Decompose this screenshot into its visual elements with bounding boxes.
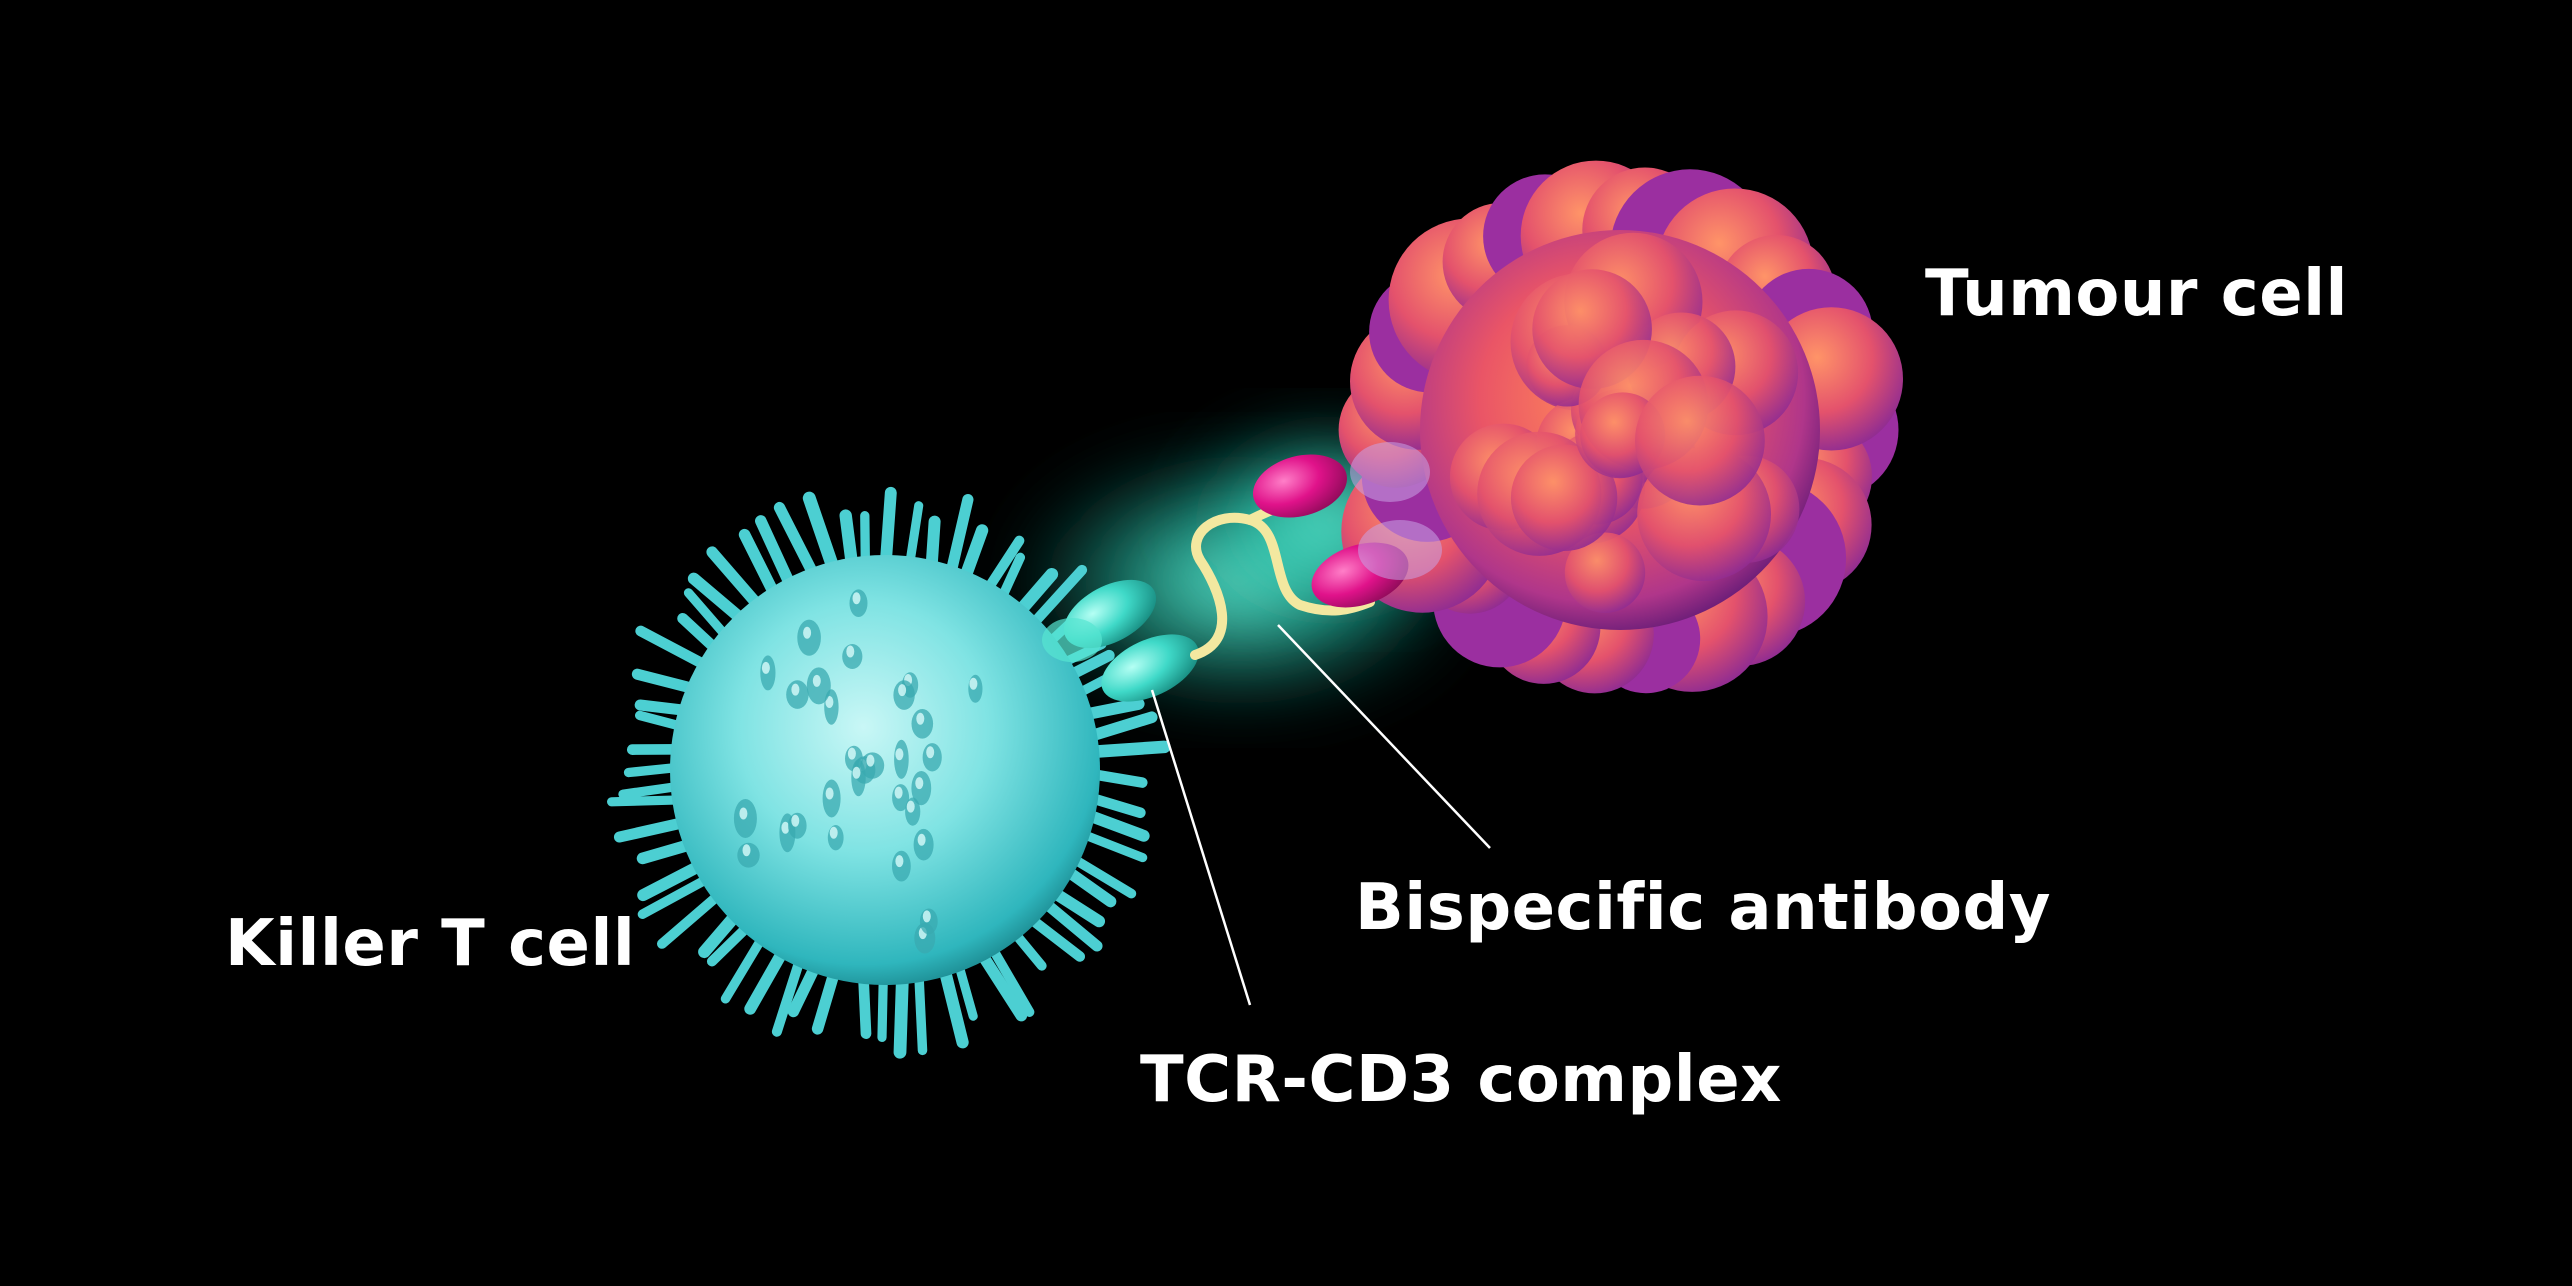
tumour-cell-illustration xyxy=(1338,160,1903,694)
killer-t-cell-illustration xyxy=(606,486,1171,1059)
label-tumour-cell: Tumour cell xyxy=(1925,257,2348,331)
leader-lines xyxy=(1150,624,1491,1006)
leader-line-bispecific xyxy=(1277,624,1491,849)
leader-line-tcr xyxy=(1150,689,1252,1006)
label-killer-t-cell: Killer T cell xyxy=(225,907,636,981)
label-tcr-cd3-complex: TCR-CD3 complex xyxy=(1140,1043,1782,1117)
label-bispecific-antibody: Bispecific antibody xyxy=(1355,871,2051,945)
bispecific-antibody-illustration xyxy=(1190,442,1442,660)
tcr-cd3-complex-illustration xyxy=(1042,579,1199,702)
